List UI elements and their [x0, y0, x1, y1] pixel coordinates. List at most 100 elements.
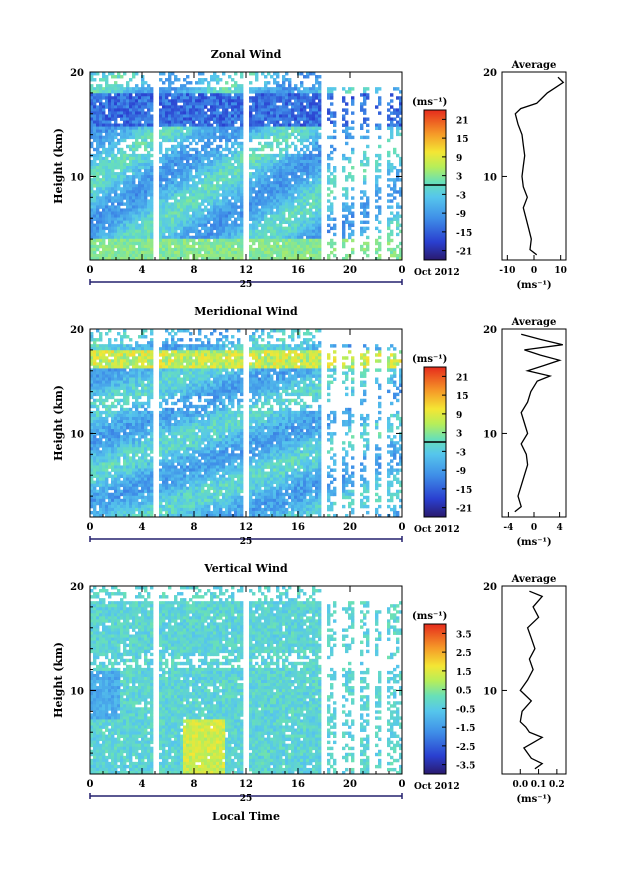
heat-cell: [216, 135, 220, 140]
heat-cell: [249, 238, 253, 243]
heat-cell: [360, 190, 364, 194]
heat-cell: [366, 93, 370, 97]
heat-cell: [90, 111, 94, 115]
heat-cell: [129, 159, 133, 164]
heat-cell: [186, 96, 190, 100]
heat-cell: [270, 87, 274, 91]
heat-cell: [99, 220, 103, 225]
heat-cell: [207, 166, 211, 170]
heat-cell: [183, 172, 187, 176]
heat-cell: [255, 162, 259, 167]
heat-cell: [111, 181, 115, 185]
heat-cell: [174, 250, 178, 255]
heat-cell: [315, 81, 319, 85]
heat-cell: [114, 432, 118, 436]
heat-cell: [159, 144, 163, 149]
heat-cell: [108, 450, 112, 454]
heat-cell: [366, 241, 370, 246]
heat-cell: [102, 350, 106, 354]
heat-cell: [189, 238, 193, 243]
colorbar-tick-label: -3: [456, 191, 466, 201]
heat-cell: [144, 87, 148, 91]
heat-cell: [162, 96, 166, 100]
heat-cell: [105, 489, 109, 494]
heat-cell: [117, 172, 121, 176]
heat-cell: [297, 99, 301, 103]
heat-cell: [135, 169, 139, 173]
heat-cell: [129, 238, 133, 243]
heat-cell: [174, 238, 178, 243]
heat-cell: [111, 350, 115, 354]
heat-cell: [378, 190, 382, 194]
heat-cell: [108, 87, 112, 91]
heat-cell: [129, 181, 133, 185]
heat-cell: [333, 247, 337, 252]
heat-cell: [195, 123, 199, 127]
heat-cell: [390, 247, 394, 252]
heat-cell: [168, 172, 172, 176]
heat-cell: [162, 244, 166, 249]
heat-cell: [300, 162, 304, 167]
heat-cell: [255, 90, 259, 94]
heat-cell: [303, 253, 307, 258]
heat-cell: [288, 187, 292, 191]
heat-cell: [120, 90, 124, 94]
heat-cell: [294, 229, 298, 234]
heat-cell: [225, 178, 229, 182]
heat-cell: [111, 389, 115, 394]
heat-cell: [201, 117, 205, 121]
heat-cell: [99, 205, 103, 209]
heat-cell: [261, 120, 265, 124]
heat-cell: [222, 235, 226, 240]
heat-cell: [375, 123, 379, 127]
heat-cell: [108, 392, 112, 397]
heat-cell: [276, 72, 280, 76]
heat-cell: [345, 126, 349, 131]
heat-cell: [102, 244, 106, 249]
heat-cell: [165, 238, 169, 243]
heat-cell: [267, 159, 271, 164]
heat-cell: [327, 96, 331, 100]
heat-cell: [273, 87, 277, 91]
heat-cell: [225, 144, 229, 149]
heat-cell: [219, 241, 223, 246]
heat-cell: [315, 166, 319, 170]
heat-cell: [312, 199, 316, 203]
heat-cell: [99, 211, 103, 215]
heat-cell: [189, 87, 193, 91]
heat-cell: [240, 196, 244, 200]
heat-cell: [135, 202, 139, 206]
heat-cell: [168, 102, 172, 106]
heat-cell: [288, 223, 292, 228]
heat-cell: [105, 474, 109, 478]
heat-cell: [375, 214, 379, 218]
heat-cell: [117, 344, 121, 348]
heat-cell: [318, 105, 322, 109]
heat-cell: [114, 99, 118, 103]
heat-cell: [303, 229, 307, 234]
heat-cell: [168, 229, 172, 234]
heat-cell: [390, 123, 394, 127]
heat-cell: [99, 389, 103, 394]
heat-cell: [168, 120, 172, 124]
heat-cell: [198, 211, 202, 215]
heat-cell: [162, 250, 166, 255]
heat-cell: [294, 199, 298, 203]
heat-cell: [294, 123, 298, 127]
heat-cell: [204, 117, 208, 121]
heat-cell: [375, 175, 379, 179]
heat-cell: [312, 223, 316, 228]
heat-cell: [192, 129, 196, 134]
heat-cell: [174, 229, 178, 234]
heat-cell: [249, 187, 253, 191]
heat-cell: [183, 78, 187, 82]
heat-cell: [396, 244, 400, 249]
heat-cell: [294, 102, 298, 106]
heat-cell: [366, 199, 370, 203]
heat-cell: [105, 205, 109, 209]
heat-cell: [90, 444, 94, 448]
heat-cell: [96, 114, 100, 118]
heat-cell: [165, 202, 169, 206]
heat-cell: [342, 156, 346, 161]
heat-cell: [210, 214, 214, 218]
